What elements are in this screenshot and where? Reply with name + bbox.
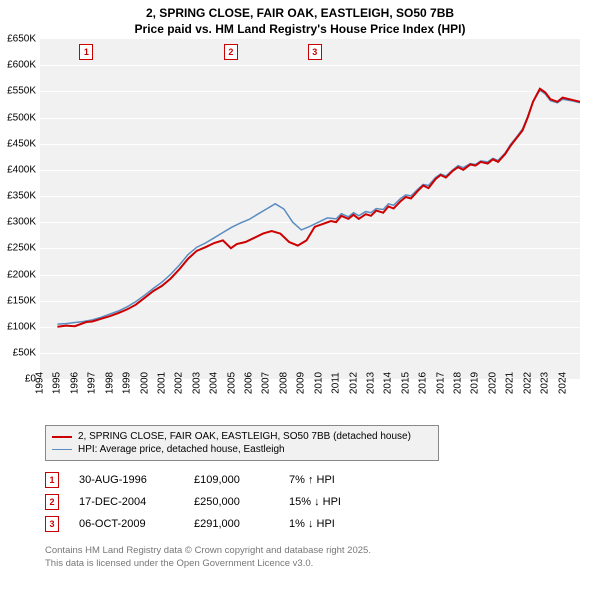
chart-area: £0£50K£100K£150K£200K£250K£300K£350K£400… xyxy=(40,39,600,419)
x-tick-label: 2010 xyxy=(313,372,324,394)
legend-swatch xyxy=(52,449,72,450)
y-tick-label: £350K xyxy=(7,191,36,202)
y-tick-label: £650K xyxy=(7,34,36,45)
x-tick-label: 2024 xyxy=(557,372,568,394)
sales-price: £109,000 xyxy=(194,474,269,486)
sales-marker-icon: 3 xyxy=(45,516,59,532)
x-tick-label: 2002 xyxy=(174,372,185,394)
x-tick-label: 1998 xyxy=(104,372,115,394)
y-tick-label: £150K xyxy=(7,295,36,306)
y-tick-label: £100K xyxy=(7,321,36,332)
sales-date: 17-DEC-2004 xyxy=(79,496,174,508)
y-tick-label: £200K xyxy=(7,269,36,280)
x-tick-label: 2009 xyxy=(296,372,307,394)
legend: 2, SPRING CLOSE, FAIR OAK, EASTLEIGH, SO… xyxy=(45,425,439,461)
x-tick-label: 1994 xyxy=(35,372,46,394)
x-tick-label: 2015 xyxy=(400,372,411,394)
plot-area: 1 2 3 xyxy=(40,39,580,379)
x-tick-label: 2012 xyxy=(348,372,359,394)
legend-row: 2, SPRING CLOSE, FAIR OAK, EASTLEIGH, SO… xyxy=(52,430,432,443)
y-tick-label: £400K xyxy=(7,164,36,175)
legend-label: HPI: Average price, detached house, East… xyxy=(78,444,285,455)
sale-marker: 2 xyxy=(224,44,238,60)
x-axis: 1994199519961997199819992000200120022003… xyxy=(40,379,580,419)
chart-lines xyxy=(40,39,580,379)
sales-row: 3 06-OCT-2009 £291,000 1% ↓ HPI xyxy=(45,513,600,535)
x-tick-label: 2008 xyxy=(278,372,289,394)
x-tick-label: 2003 xyxy=(191,372,202,394)
x-tick-label: 2016 xyxy=(418,372,429,394)
x-tick-label: 2006 xyxy=(244,372,255,394)
x-tick-label: 2013 xyxy=(365,372,376,394)
x-tick-label: 2004 xyxy=(209,372,220,394)
x-tick-label: 1995 xyxy=(52,372,63,394)
y-tick-label: £450K xyxy=(7,138,36,149)
x-tick-label: 1997 xyxy=(87,372,98,394)
sales-table: 1 30-AUG-1996 £109,000 7% ↑ HPI 2 17-DEC-2004… xyxy=(45,469,600,535)
x-tick-label: 2007 xyxy=(261,372,272,394)
sales-pct: 15% ↓ HPI xyxy=(289,496,369,508)
legend-swatch xyxy=(52,436,72,438)
x-tick-label: 2021 xyxy=(505,372,516,394)
sales-pct: 1% ↓ HPI xyxy=(289,518,369,530)
y-tick-label: £550K xyxy=(7,86,36,97)
chart-title: 2, SPRING CLOSE, FAIR OAK, EASTLEIGH, SO… xyxy=(0,0,600,39)
legend-label: 2, SPRING CLOSE, FAIR OAK, EASTLEIGH, SO… xyxy=(78,431,411,442)
y-tick-label: £250K xyxy=(7,243,36,254)
sales-row: 2 17-DEC-2004 £250,000 15% ↓ HPI xyxy=(45,491,600,513)
title-line1: 2, SPRING CLOSE, FAIR OAK, EASTLEIGH, SO… xyxy=(0,6,600,22)
attribution: Contains HM Land Registry data © Crown c… xyxy=(45,545,600,578)
sales-row: 1 30-AUG-1996 £109,000 7% ↑ HPI xyxy=(45,469,600,491)
x-tick-label: 2023 xyxy=(540,372,551,394)
sale-marker: 3 xyxy=(308,44,322,60)
x-tick-label: 2020 xyxy=(487,372,498,394)
x-tick-label: 2017 xyxy=(435,372,446,394)
attribution-line1: Contains HM Land Registry data © Crown c… xyxy=(45,545,600,557)
y-axis: £0£50K£100K£150K£200K£250K£300K£350K£400… xyxy=(0,39,38,379)
x-tick-label: 1999 xyxy=(122,372,133,394)
y-tick-label: £50K xyxy=(13,348,36,359)
sales-date: 06-OCT-2009 xyxy=(79,518,174,530)
y-tick-label: £600K xyxy=(7,60,36,71)
x-tick-label: 1996 xyxy=(69,372,80,394)
series-line xyxy=(57,89,580,327)
series-line xyxy=(57,90,580,324)
attribution-line2: This data is licensed under the Open Gov… xyxy=(45,558,600,570)
sales-price: £250,000 xyxy=(194,496,269,508)
title-line2: Price paid vs. HM Land Registry's House … xyxy=(0,22,600,38)
x-tick-label: 2005 xyxy=(226,372,237,394)
sales-marker-icon: 1 xyxy=(45,472,59,488)
sale-marker: 1 xyxy=(79,44,93,60)
sales-price: £291,000 xyxy=(194,518,269,530)
x-tick-label: 2018 xyxy=(453,372,464,394)
y-tick-label: £500K xyxy=(7,112,36,123)
x-tick-label: 2001 xyxy=(156,372,167,394)
x-tick-label: 2019 xyxy=(470,372,481,394)
sales-pct: 7% ↑ HPI xyxy=(289,474,369,486)
sales-marker-icon: 2 xyxy=(45,494,59,510)
x-tick-label: 2000 xyxy=(139,372,150,394)
x-tick-label: 2022 xyxy=(522,372,533,394)
sales-date: 30-AUG-1996 xyxy=(79,474,174,486)
x-tick-label: 2011 xyxy=(331,372,342,394)
y-tick-label: £300K xyxy=(7,217,36,228)
x-tick-label: 2014 xyxy=(383,372,394,394)
legend-row: HPI: Average price, detached house, East… xyxy=(52,443,432,456)
